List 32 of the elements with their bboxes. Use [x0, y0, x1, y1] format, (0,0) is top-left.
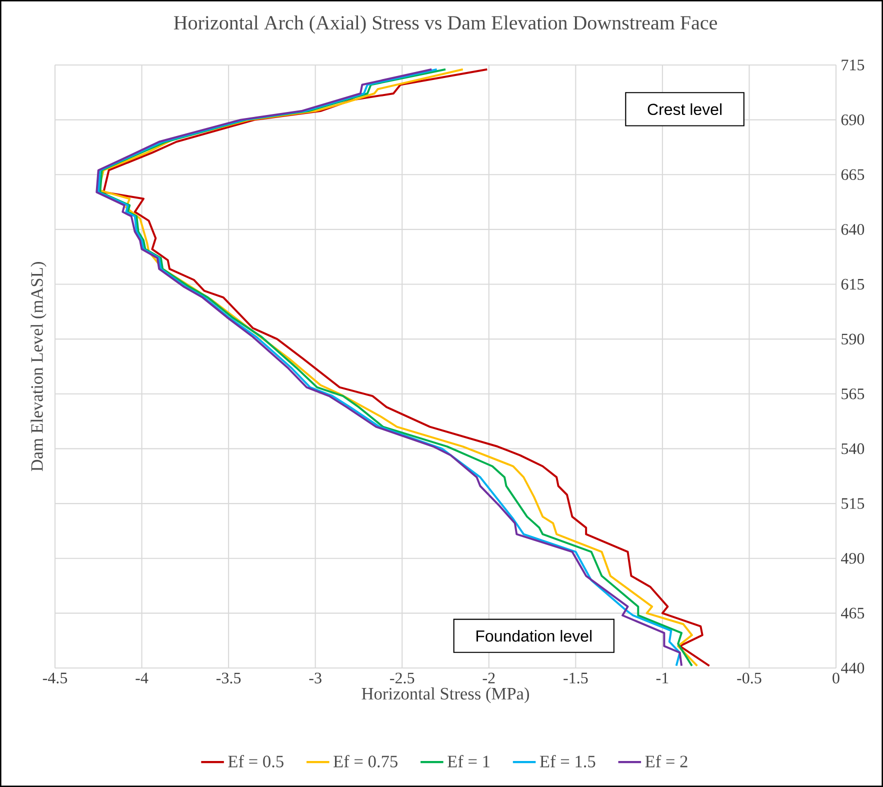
y-tick-label: 540 [842, 443, 864, 454]
x-tick-label: 0 [832, 672, 840, 684]
y-tick-label: 565 [842, 388, 864, 400]
x-tick-label: -1.5 [564, 672, 588, 684]
y-tick-label: 440 [841, 662, 864, 674]
chart-title: Horizontal Arch (Axial) Stress vs Dam Elevation Downstream Face [174, 15, 717, 34]
annotation: Foundation level [476, 630, 592, 642]
y-tick-label: 465 [841, 608, 864, 619]
x-axis-title: Horizontal Stress (MPa) [362, 687, 529, 704]
x-tick-label: -0.5 [737, 672, 762, 684]
y-tick-label: 640 [841, 224, 864, 235]
y-tick-label: 615 [841, 278, 864, 290]
x-tick-label: -3 [309, 672, 322, 684]
y-tick-label: 690 [841, 114, 864, 126]
x-tick-label: -1 [656, 672, 668, 684]
y-tick-label: 490 [841, 552, 864, 564]
y-tick-label: 590 [842, 334, 864, 344]
x-tick-label: -4 [136, 672, 148, 684]
legend-label: Ef = 1 [448, 754, 490, 768]
x-tick-label: -2 [482, 672, 495, 684]
legend-label: Ef = 0.75 [334, 754, 398, 768]
legend-label: Ef = 1.5 [540, 754, 596, 768]
y-tick-label: 715 [842, 60, 864, 70]
y-tick-label: 515 [842, 498, 864, 509]
annotation: Crest level [648, 103, 722, 116]
x-tick-label: -2.5 [390, 672, 414, 684]
x-tick-label: -3.5 [216, 672, 241, 684]
y-axis-title: Dam Elevation Level (mASL) [30, 262, 46, 472]
legend-label: Ef = 0.5 [228, 754, 284, 768]
x-tick-label: -4.5 [42, 672, 68, 684]
y-tick-label: 665 [841, 169, 864, 180]
legend-label: Ef = 2 [645, 754, 688, 768]
